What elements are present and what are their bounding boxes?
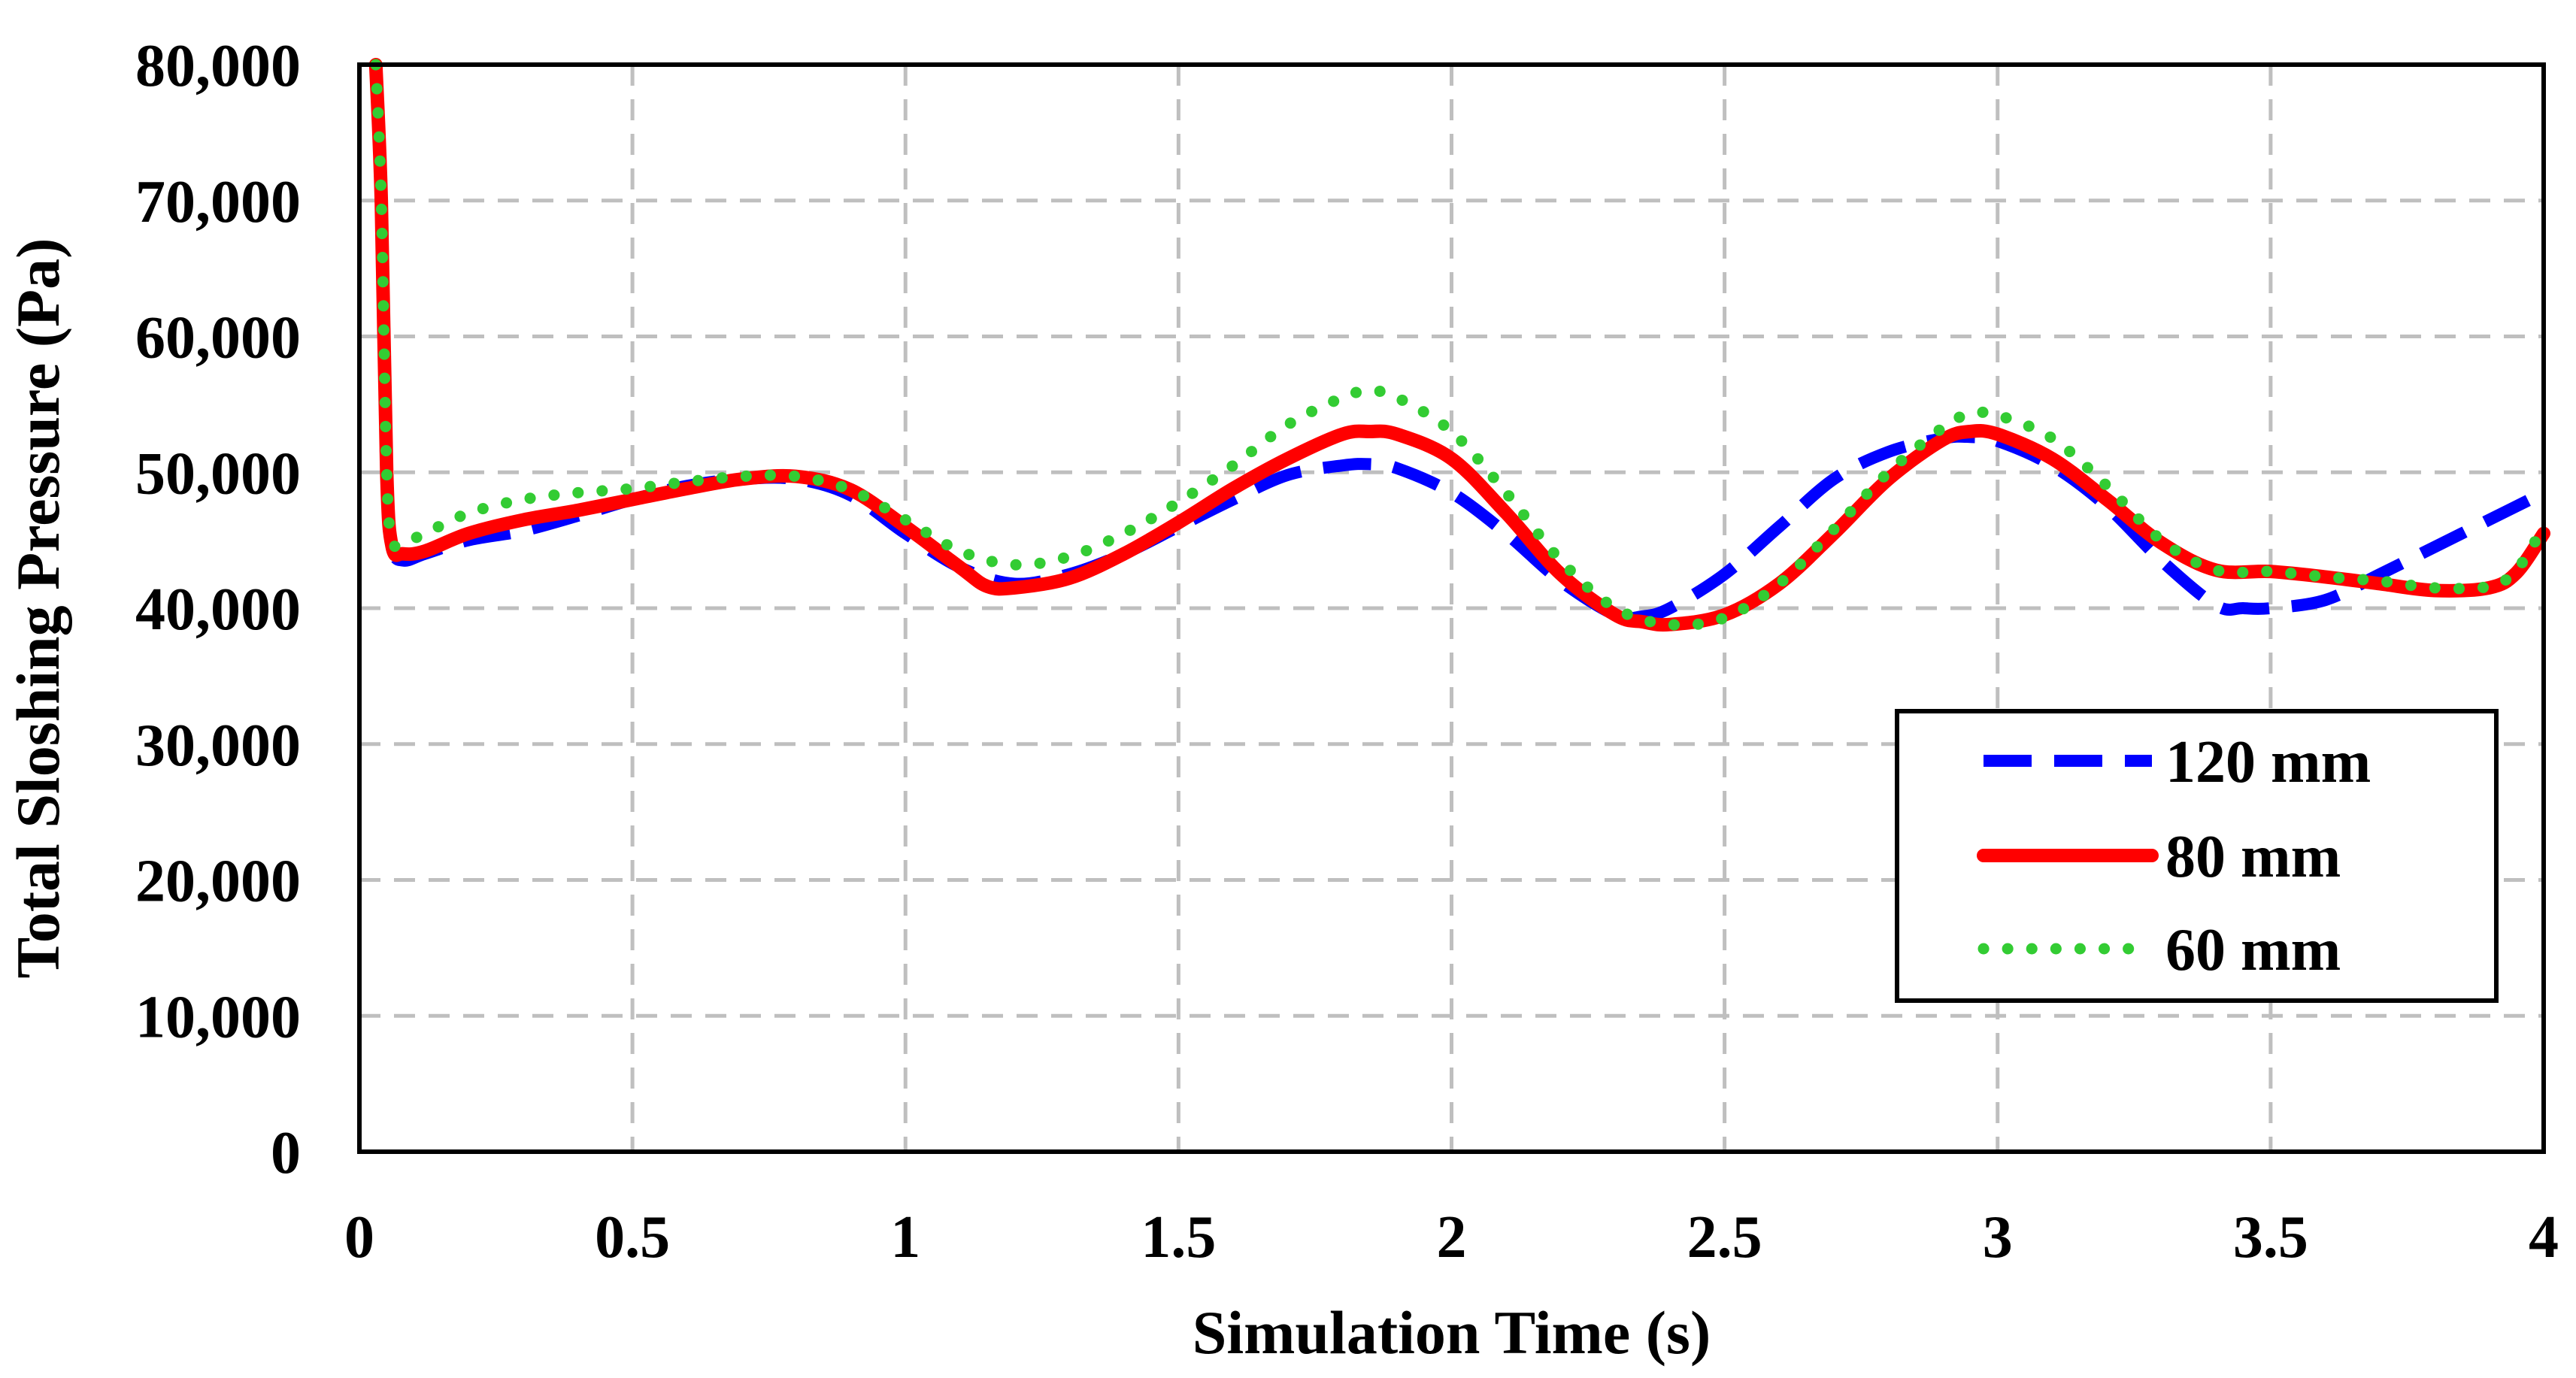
x-tick-label: 2 <box>1437 1204 1467 1270</box>
legend: 120 mm 80 mm 60 mm <box>1895 709 2499 1003</box>
y-tick-label: 50,000 <box>135 441 301 507</box>
x-tick-label: 0.5 <box>595 1204 670 1270</box>
y-tick-label: 30,000 <box>135 713 301 779</box>
legend-label: 120 mm <box>2165 729 2371 795</box>
x-tick-label: 1 <box>890 1204 920 1270</box>
y-tick-label: 20,000 <box>135 849 301 915</box>
y-tick-label: 80,000 <box>135 33 301 99</box>
y-tick-label: 40,000 <box>135 577 301 643</box>
plot-area-frame <box>357 62 2546 1154</box>
legend-label: 60 mm <box>2165 917 2341 983</box>
x-tick-label: 4 <box>2529 1204 2559 1270</box>
y-tick-label: 70,000 <box>135 169 301 235</box>
x-tick-label: 2.5 <box>1687 1204 1762 1270</box>
series-lines <box>368 58 2550 632</box>
legend-label: 80 mm <box>2165 824 2341 890</box>
y-tick-label: 0 <box>271 1120 301 1186</box>
x-axis-title: Simulation Time (s) <box>1193 1298 1711 1367</box>
x-tick-label: 3 <box>1983 1204 2013 1270</box>
x-tick-label: 3.5 <box>2233 1204 2308 1270</box>
y-axis-title: Total Sloshing Pressure (Pa) <box>4 238 72 979</box>
x-axis-ticks: 0 0.5 1 1.5 2 2.5 3 3.5 4 <box>344 1204 2559 1270</box>
y-axis-ticks: 0 10,000 20,000 30,000 40,000 50,000 60,000 70,… <box>135 33 301 1186</box>
x-tick-label: 1.5 <box>1141 1204 1216 1270</box>
x-tick-label: 0 <box>344 1204 374 1270</box>
gridlines <box>359 65 2544 1152</box>
y-tick-label: 10,000 <box>135 984 301 1050</box>
y-tick-label: 60,000 <box>135 305 301 371</box>
